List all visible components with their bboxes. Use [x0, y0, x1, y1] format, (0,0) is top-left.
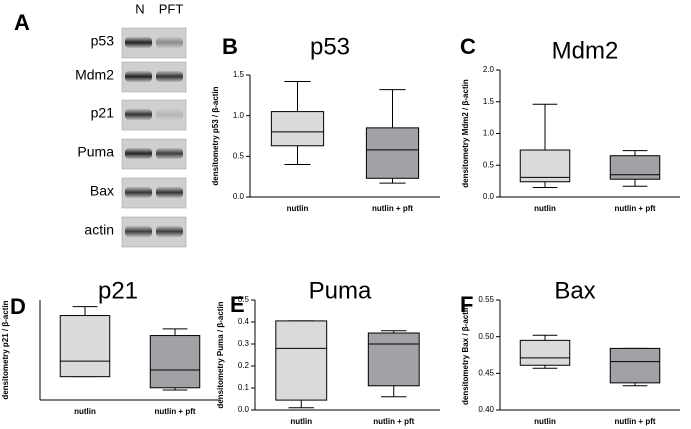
chart: E Puma densitometry Puma / β-actin 0.0 0.1 0.…	[216, 277, 440, 426]
y-tick-label: 1.0	[483, 129, 495, 138]
blot-band	[125, 187, 152, 198]
protein-label: Mdm2	[75, 67, 114, 83]
box	[609, 155, 661, 180]
panel-label: A	[14, 10, 30, 35]
blot-band	[125, 226, 152, 237]
blot-band	[156, 71, 183, 82]
protein-label: p53	[91, 33, 115, 49]
y-tick-label: 1.5	[483, 97, 495, 106]
y-tick-label: 0.3	[238, 339, 250, 348]
x-tick-label: nutlin + pft	[154, 407, 195, 416]
chart-title: Mdm2	[552, 37, 619, 64]
y-tick-label: 0.0	[238, 405, 250, 414]
x-tick-label: nutlin	[534, 417, 556, 426]
protein-label: p21	[91, 105, 115, 121]
box	[365, 127, 420, 179]
x-tick-label: nutlin + pft	[614, 204, 655, 213]
blot-band	[156, 226, 183, 237]
box	[519, 149, 571, 183]
y-tick-label: 1.5	[233, 70, 245, 79]
y-tick-label: 0.5	[483, 160, 495, 169]
panel-label: C	[460, 34, 476, 59]
y-tick-label: 0.55	[478, 295, 494, 304]
chart-title: p21	[98, 277, 138, 304]
protein-label: actin	[84, 222, 114, 238]
chart-title: Puma	[309, 277, 372, 304]
chart: F Bax densitometry Bax / β-actin 0.40 0.45 0.…	[460, 277, 680, 426]
panel-label: E	[230, 292, 245, 317]
protein-label: Puma	[77, 144, 114, 160]
panel-label: B	[222, 34, 238, 59]
blot-band	[125, 37, 152, 48]
chart-title: Bax	[554, 277, 595, 304]
y-axis-label: densitometry Bax / β-actin	[461, 305, 470, 405]
x-tick-label: nutlin + pft	[614, 417, 655, 426]
box	[275, 320, 328, 401]
box	[149, 335, 201, 389]
blot-band	[125, 109, 152, 120]
y-tick-label: 0.4	[238, 317, 250, 326]
blot-band	[156, 109, 183, 120]
x-tick-label: nutlin + pft	[372, 204, 413, 213]
lane-label: PFT	[159, 1, 184, 16]
y-tick-label: 0.5	[233, 151, 245, 160]
y-tick-label: 0.50	[478, 332, 494, 341]
y-axis-label: densitometry p21 / β-actin	[1, 300, 10, 399]
box	[59, 315, 111, 378]
chart: C Mdm2 densitometry Mdm2 / β-actin 0.0 0.5 1.…	[460, 34, 680, 213]
y-axis-label: densitometry p53 / β-actin	[211, 86, 220, 185]
protein-label: Bax	[90, 183, 114, 199]
box	[519, 339, 571, 366]
blot-band	[156, 148, 183, 159]
x-tick-label: nutlin	[287, 204, 309, 213]
y-tick-label: 0.40	[478, 405, 494, 414]
panel-label: F	[460, 292, 473, 317]
x-tick-label: nutlin	[74, 407, 96, 416]
blot-band	[156, 187, 183, 198]
x-tick-label: nutlin	[290, 417, 312, 426]
box	[270, 111, 325, 147]
y-tick-label: 0.0	[483, 192, 495, 201]
y-tick-label: 0.0	[233, 192, 245, 201]
blot-band	[125, 148, 152, 159]
x-tick-label: nutlin	[534, 204, 556, 213]
box	[367, 332, 420, 387]
blot-band	[125, 71, 152, 82]
box	[609, 347, 661, 384]
y-tick-label: 0.5	[238, 295, 250, 304]
y-tick-label: 2.0	[483, 65, 495, 74]
y-axis-label: densitometry Puma / β-actin	[216, 301, 225, 408]
chart-title: p53	[310, 33, 350, 60]
y-axis-label: densitometry Mdm2 / β-actin	[461, 79, 470, 188]
y-tick-label: 0.45	[478, 368, 494, 377]
panel-label: D	[10, 294, 26, 319]
lane-label: N	[135, 1, 144, 16]
y-tick-label: 1.0	[233, 111, 245, 120]
y-tick-label: 0.2	[238, 361, 250, 370]
x-tick-label: nutlin + pft	[373, 417, 414, 426]
blot-band	[156, 37, 183, 48]
y-tick-label: 0.1	[238, 383, 250, 392]
